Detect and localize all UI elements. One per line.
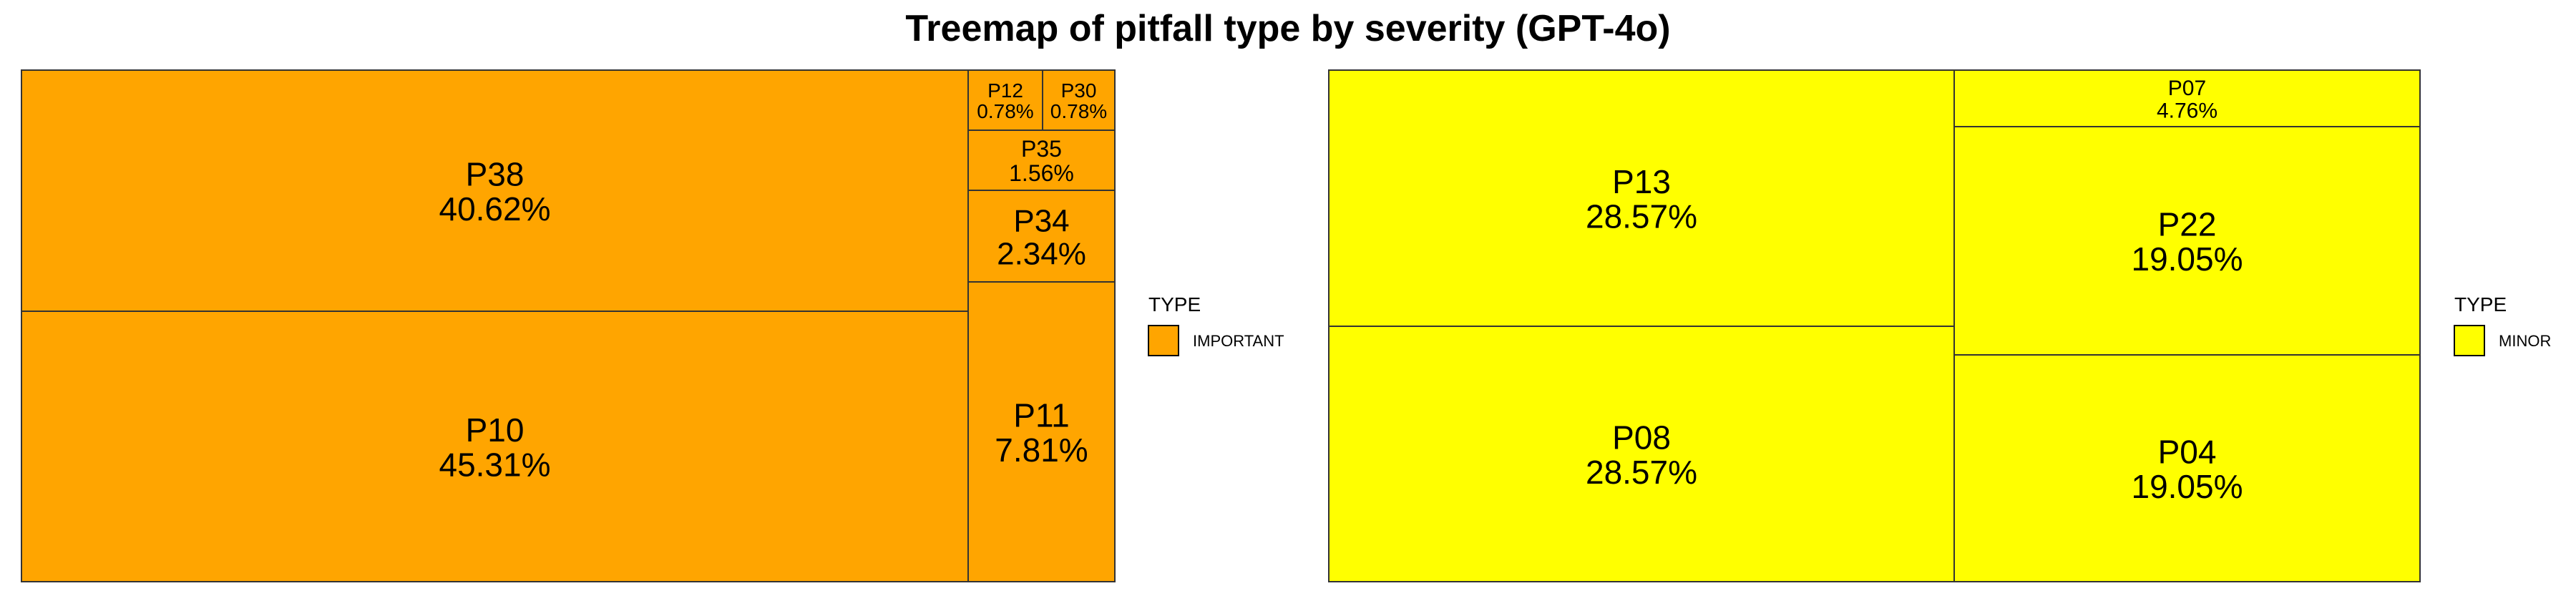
treemap-cell-name: P22 xyxy=(2158,206,2217,243)
treemap-cell-percent: 1.56% xyxy=(1009,160,1074,186)
treemap-cell-percent: 45.31% xyxy=(439,446,550,483)
chart-title: Treemap of pitfall type by severity (GPT… xyxy=(905,8,1671,49)
treemap-cell-percent: 19.05% xyxy=(2131,240,2243,278)
treemap-cell-rect xyxy=(21,69,969,312)
treemap-cell-percent: 0.78% xyxy=(977,100,1033,122)
treemap-cell-percent: 19.05% xyxy=(2131,468,2243,505)
treemap-cell-name: P38 xyxy=(466,156,525,193)
legend-label: IMPORTANT xyxy=(1193,332,1284,350)
treemap-cell-name: P04 xyxy=(2158,434,2217,471)
treemap-cell-percent: 2.34% xyxy=(997,237,1086,272)
treemap-cell-name: P35 xyxy=(1021,136,1062,162)
legend-title: TYPE xyxy=(1148,293,1201,316)
treemap-cell-name: P30 xyxy=(1061,79,1097,102)
treemap-cell-percent: 40.62% xyxy=(439,190,550,228)
legend-title: TYPE xyxy=(2454,293,2507,316)
treemap-cell-rect xyxy=(967,69,1043,131)
treemap-cell-percent: 4.76% xyxy=(2157,99,2218,123)
legend-label: MINOR xyxy=(2499,332,2551,350)
treemap-cell-name: P13 xyxy=(1612,163,1671,200)
treemap-cell-percent: 0.78% xyxy=(1050,100,1107,122)
treemap-cell-name: P34 xyxy=(1013,203,1069,238)
treemap-cell-name: P08 xyxy=(1612,419,1671,456)
treemap-cell-name: P12 xyxy=(987,79,1023,102)
treemap-cell-rect xyxy=(1953,69,2421,127)
treemap-cell-percent: 28.57% xyxy=(1586,197,1697,235)
treemap-cell-rect xyxy=(1328,326,1955,582)
treemap-cell-rect xyxy=(1953,354,2421,582)
legend: TYPE MINOR xyxy=(2454,293,2551,356)
treemap-cell-rect xyxy=(21,311,969,582)
treemap-panel-minor: P1328.57%P0828.57%P074.76%P2219.05%P0419… xyxy=(1328,69,2551,582)
legend-swatch xyxy=(2454,325,2485,356)
treemap-cell-percent: 7.81% xyxy=(995,431,1088,469)
treemap-panel-important: P3840.62%P1045.31%P120.78%P300.78%P351.5… xyxy=(21,69,1284,582)
treemap-cell-rect xyxy=(1328,69,1955,327)
treemap-cell-name: P10 xyxy=(466,411,525,449)
treemap-cell-rect xyxy=(967,281,1116,582)
treemap-cell-name: P07 xyxy=(2168,77,2206,100)
legend-swatch xyxy=(1148,325,1179,356)
treemap-cell-percent: 28.57% xyxy=(1586,454,1697,491)
treemap-cell-name: P11 xyxy=(1013,397,1069,434)
legend: TYPE IMPORTANT xyxy=(1148,293,1284,356)
